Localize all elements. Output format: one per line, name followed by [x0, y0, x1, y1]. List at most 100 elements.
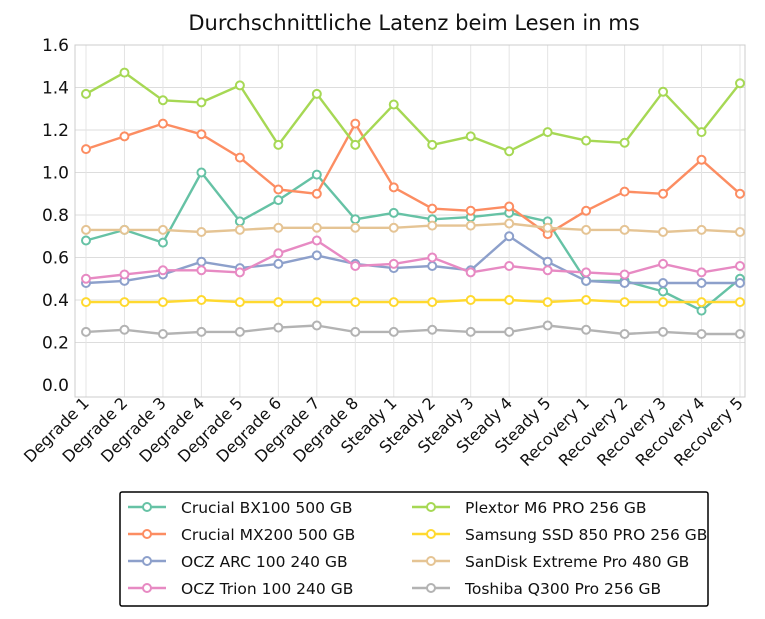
data-point — [311, 235, 322, 246]
data-point — [388, 222, 399, 233]
y-tick-label: 0.8 — [42, 206, 69, 226]
legend-label: Samsung SSD 850 PRO 256 GB — [465, 526, 707, 544]
data-point — [619, 186, 630, 197]
data-point — [119, 269, 130, 280]
data-point — [119, 224, 130, 235]
legend-marker — [142, 529, 152, 539]
data-point — [581, 295, 592, 305]
plot-area-border — [74, 44, 746, 398]
data-point — [504, 201, 515, 212]
data-point — [234, 80, 245, 91]
legend-marker — [426, 529, 436, 539]
data-point — [234, 152, 245, 163]
series-group — [81, 235, 745, 284]
data-point — [465, 205, 476, 216]
data-point — [196, 295, 207, 305]
data-point — [81, 224, 91, 235]
legend-label: OCZ Trion 100 240 GB — [181, 580, 353, 598]
data-point — [735, 188, 745, 199]
data-point — [157, 297, 168, 308]
data-point — [696, 305, 707, 316]
series-line — [86, 298, 740, 304]
series-line — [86, 222, 741, 234]
data-point — [157, 237, 168, 248]
legend-label: SanDisk Extreme Pro 480 GB — [465, 553, 689, 571]
data-point — [581, 275, 592, 286]
data-point — [311, 169, 322, 180]
data-point — [350, 118, 361, 129]
data-point — [196, 129, 207, 140]
data-point — [388, 258, 399, 269]
data-point — [196, 326, 207, 337]
data-point — [465, 326, 476, 337]
data-point — [542, 222, 553, 233]
data-point — [735, 297, 745, 308]
data-point — [196, 97, 207, 108]
data-point — [658, 86, 669, 97]
data-point — [81, 235, 91, 246]
data-point — [273, 248, 284, 259]
data-point — [311, 297, 322, 308]
data-point — [350, 297, 361, 308]
legend: Crucial BX100 500 GB Crucial MX200 500 GB… — [119, 491, 709, 607]
data-point — [119, 67, 130, 78]
data-point — [542, 297, 553, 308]
y-axis-tick-labels: 0.0 0.2 0.4 0.6 0.8 1.0 1.2 1.4 1.6 — [42, 36, 69, 396]
data-point — [658, 188, 669, 199]
data-point — [581, 267, 592, 278]
data-point — [504, 295, 515, 305]
legend-marker — [142, 583, 152, 593]
data-point — [696, 127, 707, 138]
legend-marker — [426, 556, 436, 566]
legend-label: Plextor M6 PRO 256 GB — [465, 499, 647, 517]
data-point — [542, 127, 553, 138]
data-point — [196, 265, 207, 276]
data-point — [234, 326, 245, 337]
data-point — [311, 320, 322, 331]
legend-label: Crucial MX200 500 GB — [181, 526, 355, 544]
series-group — [81, 295, 745, 308]
data-point — [157, 95, 168, 106]
data-point — [81, 297, 91, 308]
data-point — [581, 224, 592, 235]
y-tick-label: 0.2 — [42, 334, 69, 354]
data-point — [465, 220, 476, 231]
data-point — [581, 135, 592, 146]
data-point — [273, 258, 284, 269]
legend-label: OCZ ARC 100 240 GB — [181, 553, 348, 571]
data-point — [504, 218, 515, 229]
data-point — [542, 265, 553, 276]
data-point — [427, 252, 438, 263]
data-point — [388, 182, 399, 193]
series-line — [85, 235, 740, 285]
data-point — [619, 137, 630, 148]
data-point — [658, 286, 669, 297]
data-point — [581, 205, 592, 216]
data-point — [273, 322, 284, 333]
data-point — [196, 227, 207, 237]
data-point — [234, 216, 245, 227]
data-point — [273, 222, 284, 233]
data-point — [619, 224, 630, 235]
legend-entry: Toshiba Q300 Pro 256 GB — [412, 580, 661, 598]
data-point — [696, 297, 707, 308]
data-point — [465, 267, 476, 278]
data-point — [735, 278, 745, 288]
data-point — [658, 326, 669, 337]
data-point — [273, 195, 284, 206]
data-point — [234, 267, 245, 278]
data-point — [696, 329, 707, 339]
data-point — [504, 326, 515, 337]
data-point — [388, 99, 399, 110]
data-point — [157, 224, 168, 235]
data-point — [350, 214, 361, 225]
data-point — [350, 261, 361, 271]
data-point — [504, 146, 515, 157]
data-point — [311, 188, 322, 199]
data-point — [427, 139, 438, 150]
series-line — [85, 122, 741, 236]
data-point — [427, 261, 438, 271]
legend-entry: Samsung SSD 850 PRO 256 GB — [412, 526, 707, 544]
series-group — [81, 118, 745, 240]
data-point — [119, 131, 130, 142]
